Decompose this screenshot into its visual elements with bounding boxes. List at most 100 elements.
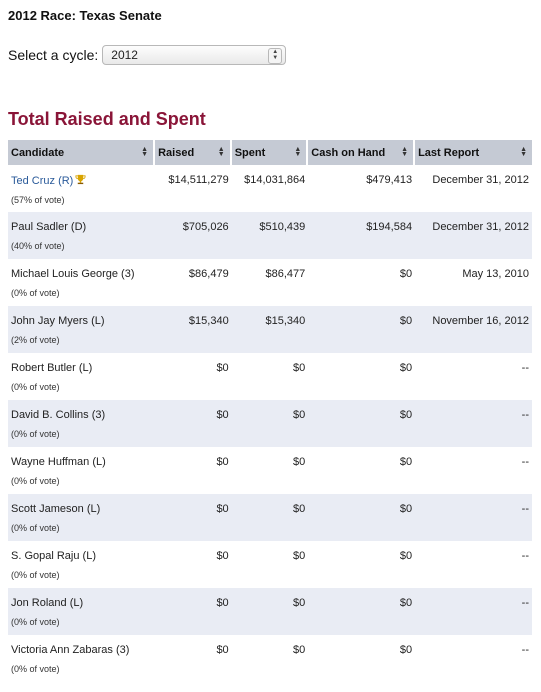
table-row: Jon Roland (L) (0% of vote) $0 $0 $0 -- xyxy=(8,588,532,635)
vote-share: (2% of vote) xyxy=(11,335,60,345)
candidate-cell: David B. Collins (3) (0% of vote) xyxy=(8,400,156,447)
candidate-name: Paul Sadler (D) xyxy=(11,221,87,233)
spent-cell: $14,031,864 xyxy=(244,174,306,186)
vote-share: (40% of vote) xyxy=(11,241,65,251)
raised-cell: $86,479 xyxy=(188,268,229,280)
candidate-cell: Victoria Ann Zabaras (3) (0% of vote) xyxy=(8,635,155,682)
finance-table: Candidate ▲ ▼ Raised ▲ ▼ Spent ▲ ▼ Cash on Han… xyxy=(8,140,532,682)
raised-cell: $705,026 xyxy=(155,212,232,259)
last-report-cell: -- xyxy=(415,494,532,541)
cash-on-hand-cell: $0 xyxy=(308,588,416,635)
spent-cell: $0 xyxy=(293,550,306,562)
table-row: S. Gopal Raju (L) (0% of vote) $0 $0 $0 -- xyxy=(8,541,532,588)
last-report-cell: -- xyxy=(521,550,529,562)
candidate-name: Ted Cruz (R) xyxy=(11,174,152,187)
sort-arrows-icon: ▲ ▼ xyxy=(401,146,409,158)
spent-cell: $0 xyxy=(231,588,309,635)
candidate-cell: S. Gopal Raju (L) (0% of vote) xyxy=(8,541,155,588)
column-label: Cash on Hand xyxy=(311,146,386,159)
column-label: Raised xyxy=(158,146,195,159)
table-row: Ted Cruz (R) (57% of vote) $14,511,279 $14,… xyxy=(8,165,532,212)
cash-on-hand-cell: $194,584 xyxy=(308,212,416,259)
candidate-cell: John Jay Myers (L) (2% of vote) xyxy=(8,306,156,353)
cash-on-hand-cell: $479,413 xyxy=(366,174,413,186)
cycle-label: Select a cycle: xyxy=(8,47,99,63)
vote-share: (0% of vote) xyxy=(11,382,60,392)
vote-share: (0% of vote) xyxy=(11,617,60,627)
column-header-spent[interactable]: Spent ▲ ▼ xyxy=(231,140,309,165)
cash-on-hand-cell: $0 xyxy=(399,362,413,374)
cycle-selected-value: 2012 xyxy=(111,48,138,62)
last-report-cell: December 31, 2012 xyxy=(415,212,532,259)
candidate-cell: Jon Roland (L) (0% of vote) xyxy=(8,588,156,635)
section-title: Total Raised and Spent xyxy=(8,109,206,129)
vote-share: (0% of vote) xyxy=(11,664,60,674)
last-report-cell: -- xyxy=(521,362,529,374)
table-row: Wayne Huffman (L) (0% of vote) $0 $0 $0 -- xyxy=(8,447,532,494)
candidate-cell: Scott Jameson (L) (0% of vote) xyxy=(8,494,156,541)
raised-cell: $0 xyxy=(216,362,229,374)
raised-cell: $0 xyxy=(155,400,232,447)
column-header-last-report[interactable]: Last Report ▲ ▼ xyxy=(415,140,532,165)
cycle-selector-row: Select a cycle: 2012 ▲ ▼ xyxy=(8,44,287,66)
raised-cell: $15,340 xyxy=(155,306,232,353)
candidate-name: S. Gopal Raju (L) xyxy=(11,550,96,562)
candidate-name: Jon Roland (L) xyxy=(11,597,84,609)
candidate-link[interactable]: Ted Cruz (R) xyxy=(11,175,74,187)
candidate-cell: Michael Louis George (3) (0% of vote) xyxy=(8,259,155,306)
cash-on-hand-cell: $0 xyxy=(399,268,413,280)
sort-arrows-icon: ▲ ▼ xyxy=(141,146,149,158)
candidate-cell: Paul Sadler (D) (40% of vote) xyxy=(8,212,156,259)
vote-share: (0% of vote) xyxy=(11,429,60,439)
spent-cell: $0 xyxy=(293,644,306,656)
last-report-cell: December 31, 2012 xyxy=(432,174,529,186)
last-report-cell: May 13, 2010 xyxy=(462,268,529,280)
cash-on-hand-cell: $0 xyxy=(399,550,413,562)
cycle-select[interactable]: 2012 ▲ ▼ xyxy=(102,45,287,65)
candidate-name: David B. Collins (3) xyxy=(11,409,106,421)
vote-share: (0% of vote) xyxy=(11,476,60,486)
cash-on-hand-cell: $0 xyxy=(399,644,413,656)
trophy-icon xyxy=(75,174,86,185)
select-arrows-icon: ▲ ▼ xyxy=(268,48,283,64)
column-header-raised[interactable]: Raised ▲ ▼ xyxy=(155,140,232,165)
spent-cell: $15,340 xyxy=(231,306,309,353)
last-report-cell: -- xyxy=(521,644,529,656)
vote-share: (0% of vote) xyxy=(11,570,60,580)
spent-cell: $86,477 xyxy=(265,268,306,280)
raised-cell: $0 xyxy=(155,588,232,635)
column-header-candidate[interactable]: Candidate ▲ ▼ xyxy=(8,140,156,165)
vote-share: (0% of vote) xyxy=(11,523,60,533)
candidate-name: Robert Butler (L) xyxy=(11,362,93,374)
race-title: 2012 Race: Texas Senate xyxy=(8,8,162,23)
spent-cell: $0 xyxy=(293,362,306,374)
candidate-cell: Wayne Huffman (L) (0% of vote) xyxy=(8,447,155,494)
table-body: Ted Cruz (R) (57% of vote) $14,511,279 $14,… xyxy=(8,165,532,682)
spent-cell: $0 xyxy=(231,494,309,541)
candidate-name: John Jay Myers (L) xyxy=(11,315,105,327)
table-row: Victoria Ann Zabaras (3) (0% of vote) $0 $0… xyxy=(8,635,532,682)
cash-on-hand-cell: $0 xyxy=(308,494,416,541)
raised-cell: $0 xyxy=(155,494,232,541)
spent-cell: $510,439 xyxy=(231,212,309,259)
table-row: John Jay Myers (L) (2% of vote) $15,340 $15… xyxy=(8,306,532,353)
sort-arrows-icon: ▲ ▼ xyxy=(217,146,225,158)
candidate-cell: Ted Cruz (R) (57% of vote) xyxy=(8,165,155,212)
raised-cell: $14,511,279 xyxy=(168,174,229,186)
table-row: David B. Collins (3) (0% of vote) $0 $0 $0 -- xyxy=(8,400,532,447)
column-label: Last Report xyxy=(418,146,480,159)
spent-cell: $0 xyxy=(231,400,309,447)
table-header-row: Candidate ▲ ▼ Raised ▲ ▼ Spent ▲ ▼ Cash on Han… xyxy=(8,140,532,165)
last-report-cell: -- xyxy=(415,400,532,447)
cash-on-hand-cell: $0 xyxy=(308,400,416,447)
candidate-name: Scott Jameson (L) xyxy=(11,503,101,515)
candidate-name: Michael Louis George (3) xyxy=(11,268,135,280)
sort-arrows-icon: ▲ ▼ xyxy=(520,146,527,158)
candidate-cell: Robert Butler (L) (0% of vote) xyxy=(8,353,155,400)
last-report-cell: -- xyxy=(521,456,529,468)
cash-on-hand-cell: $0 xyxy=(399,456,413,468)
column-label: Candidate xyxy=(11,146,65,159)
vote-share: (57% of vote) xyxy=(11,195,65,205)
column-header-cash-on-hand[interactable]: Cash on Hand ▲ ▼ xyxy=(308,140,416,165)
raised-cell: $0 xyxy=(216,644,229,656)
